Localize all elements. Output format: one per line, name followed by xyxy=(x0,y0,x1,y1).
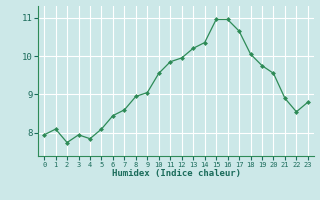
X-axis label: Humidex (Indice chaleur): Humidex (Indice chaleur) xyxy=(111,169,241,178)
